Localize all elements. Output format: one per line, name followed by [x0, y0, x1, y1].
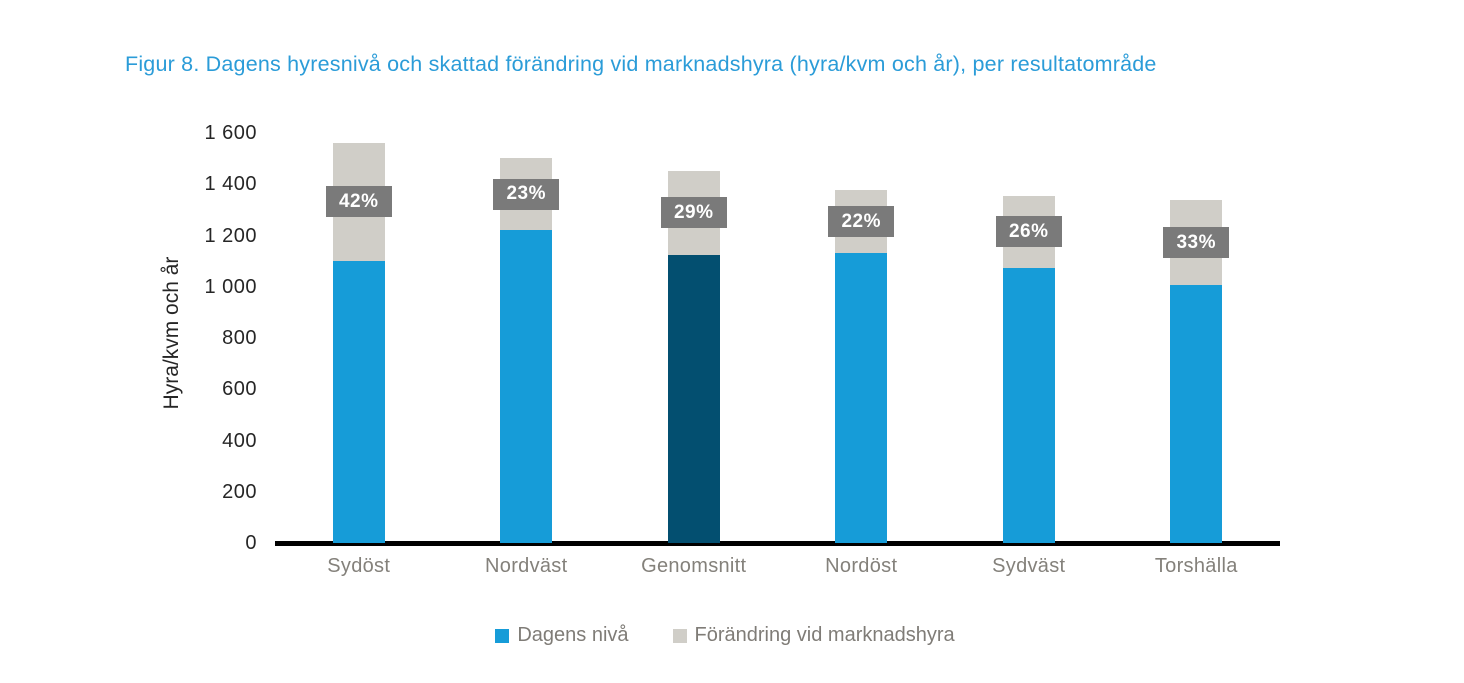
y-tick-600: 600 [222, 378, 257, 401]
y-axis-tick-labels: 0 200 400 600 800 1 000 1 200 1 400 1 600 [130, 122, 257, 554]
bar-segment-dagens-niva-Genomsnitt [667, 254, 720, 543]
bar-percent-label-Sydväst: 26% [995, 216, 1062, 248]
bar-percent-label-Nordöst: 22% [828, 206, 895, 238]
x-category-label-Genomsnitt: Genomsnitt [641, 555, 747, 577]
legend-item-dagens-niva: Dagens nivå [495, 624, 629, 647]
legend-label-dagens-niva: Dagens nivå [517, 624, 629, 646]
bar-segment-dagens-niva-Nordöst [835, 253, 888, 543]
figure-title: Figur 8. Dagens hyresnivå och skattad fö… [125, 52, 1157, 76]
x-axis-category-labels: Sydöst Nordväst Genomsnitt Nordöst Sydväst To… [275, 555, 1280, 583]
x-category-label-Nordöst: Nordöst [825, 555, 898, 577]
plot-area: 42% 23% 29% 22% 26% 33% [275, 133, 1280, 546]
bar-segment-dagens-niva-Sydöst [332, 261, 385, 543]
y-tick-1600: 1 600 [204, 122, 257, 144]
bar-segment-dagens-niva-Torshälla [1170, 285, 1223, 543]
y-tick-1000: 1 000 [204, 275, 257, 298]
y-tick-800: 800 [222, 327, 257, 349]
bar-segment-dagens-niva-Sydväst [1002, 267, 1055, 543]
y-tick-1200: 1 200 [204, 224, 257, 247]
x-axis-line [275, 541, 1280, 546]
bar-percent-label-Nordväst: 23% [493, 178, 560, 210]
y-tick-400: 400 [222, 429, 257, 452]
legend-swatch-dagens-niva [495, 628, 510, 643]
legend-item-forandring: Förändring vid marknadshyra [672, 624, 955, 647]
x-category-label-Sydöst: Sydöst [327, 555, 391, 577]
x-category-label-Torshälla: Torshälla [1154, 555, 1238, 577]
y-tick-0: 0 [245, 532, 257, 554]
bar-percent-label-Torshälla: 33% [1163, 227, 1230, 259]
bar-segment-dagens-niva-Nordväst [500, 230, 553, 543]
bar-percent-label-Sydöst: 42% [325, 186, 392, 218]
legend: Dagens nivå Förändring vid marknadshyra [170, 624, 1280, 647]
y-tick-1400: 1 400 [204, 173, 257, 196]
x-category-label-Sydväst: Sydväst [992, 555, 1066, 577]
legend-swatch-forandring [672, 628, 687, 643]
y-tick-200: 200 [222, 480, 257, 503]
bar-percent-label-Genomsnitt: 29% [660, 197, 727, 229]
x-category-label-Nordväst: Nordväst [485, 555, 568, 577]
legend-label-forandring: Förändring vid marknadshyra [694, 624, 955, 646]
